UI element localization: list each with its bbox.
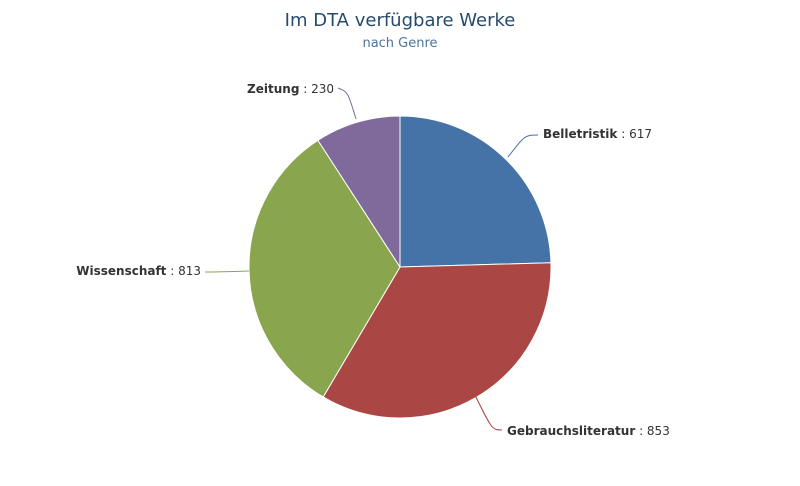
pie-slice-zeitung[interactable] — [317, 115, 401, 268]
data-label-gebrauchsliteratur: Gebrauchsliteratur : 853 — [507, 424, 670, 438]
data-label-belletristik: Belletristik : 617 — [543, 127, 652, 141]
pie-slice-belletristik[interactable] — [399, 115, 552, 268]
data-label-wissenschaft: Wissenschaft : 813 — [76, 264, 201, 278]
connector-zeitung — [337, 87, 357, 120]
chart-subtitle: nach Genre — [362, 36, 438, 51]
connector-belletristik — [507, 134, 539, 158]
pie-slice-wissenschaft[interactable] — [248, 139, 401, 398]
connector-gebrauchsliteratur — [472, 390, 503, 431]
chart-title: Im DTA verfügbare Werke — [284, 10, 516, 31]
data-label-zeitung: Zeitung : 230 — [247, 82, 334, 96]
connector-wissenschaft — [204, 270, 250, 273]
